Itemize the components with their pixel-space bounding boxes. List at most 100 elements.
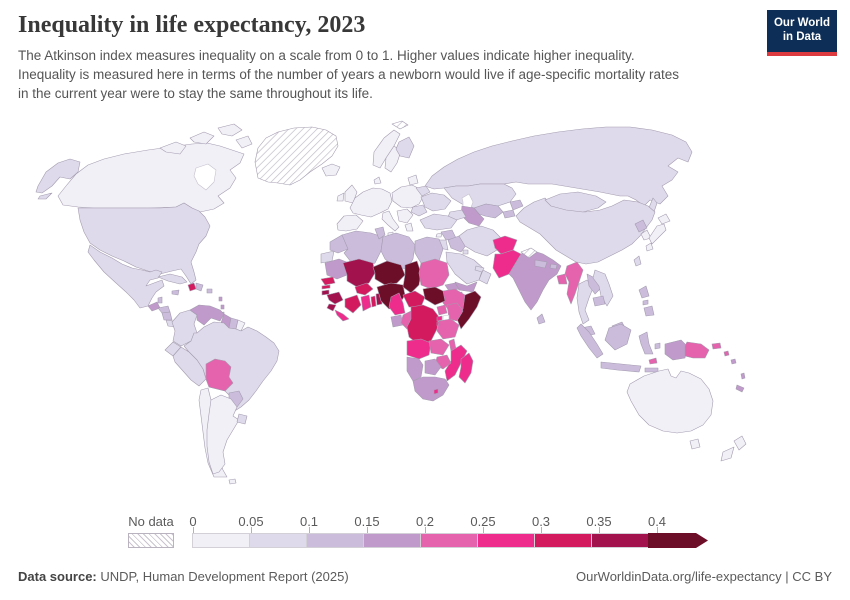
country-canada-island[interactable] <box>235 135 253 149</box>
country-canada[interactable] <box>57 142 245 213</box>
country-denmark[interactable] <box>373 176 382 185</box>
country-alaska-aleutians[interactable] <box>37 192 53 200</box>
country-ukraine[interactable] <box>420 192 452 212</box>
country-myanmar[interactable] <box>564 261 584 305</box>
country-vanuatu[interactable] <box>740 372 746 380</box>
region-baltics[interactable] <box>407 174 419 186</box>
country-iran[interactable] <box>458 225 502 257</box>
country-cameroon[interactable] <box>388 292 406 316</box>
country-haiti[interactable] <box>187 282 197 292</box>
region-uae-qatar[interactable] <box>474 265 485 273</box>
country-new-zealand[interactable] <box>733 435 747 451</box>
country-north-korea[interactable] <box>634 219 648 233</box>
region-balkans[interactable] <box>396 208 414 224</box>
country-vietnam[interactable] <box>592 269 614 307</box>
country-south-sudan[interactable] <box>422 286 446 306</box>
country-philippines[interactable] <box>643 305 655 317</box>
country-bolivia[interactable] <box>205 358 234 392</box>
legend-segment-0.3-0.35[interactable] <box>534 533 592 548</box>
country-ireland[interactable] <box>336 192 345 202</box>
country-niger[interactable] <box>372 260 406 286</box>
country-cambodia[interactable] <box>592 295 606 307</box>
country-gambia[interactable] <box>321 284 331 290</box>
territory-new-caledonia[interactable] <box>735 384 745 393</box>
country-indonesia-papua[interactable] <box>664 339 688 361</box>
owid-logo[interactable]: Our World in Data <box>767 10 837 56</box>
country-namibia[interactable] <box>406 356 424 382</box>
country-png-bougainville[interactable] <box>723 350 730 357</box>
legend-segment-0.2-0.25[interactable] <box>420 533 478 548</box>
country-taiwan[interactable] <box>633 255 642 267</box>
country-south-africa[interactable] <box>412 376 450 402</box>
country-indonesia-java[interactable] <box>600 361 642 373</box>
legend-segment-0.4+[interactable] <box>648 533 708 548</box>
country-senegal[interactable] <box>320 276 336 286</box>
country-kyrgyzstan[interactable] <box>509 199 524 211</box>
country-drc[interactable] <box>406 304 440 346</box>
country-japan[interactable] <box>648 223 667 245</box>
region-western-europe[interactable] <box>349 187 393 218</box>
country-indonesia-lesser-sunda[interactable] <box>644 367 659 373</box>
legend-segment-0.35-0.4[interactable] <box>591 533 649 548</box>
country-lesotho[interactable] <box>433 388 439 395</box>
country-turkey[interactable] <box>419 213 458 231</box>
country-solomon-islands[interactable] <box>730 358 737 365</box>
country-tanzania[interactable] <box>436 318 460 340</box>
country-indonesia-sumatra[interactable] <box>576 323 604 359</box>
legend-segment-0-0.05[interactable] <box>192 533 250 548</box>
country-finland[interactable] <box>395 136 415 159</box>
country-zambia[interactable] <box>428 338 450 356</box>
country-uganda[interactable] <box>436 304 448 316</box>
country-ghana[interactable] <box>360 294 372 312</box>
country-madagascar[interactable] <box>458 352 474 384</box>
region-central-europe[interactable] <box>391 184 424 209</box>
country-belarus[interactable] <box>415 185 431 197</box>
legend-segment-0.25-0.3[interactable] <box>477 533 535 548</box>
country-cuba[interactable] <box>157 273 188 285</box>
country-usa[interactable] <box>77 202 211 285</box>
country-togo[interactable] <box>370 295 377 308</box>
country-mongolia[interactable] <box>544 191 607 213</box>
country-belize[interactable] <box>157 296 163 304</box>
region-iberia[interactable] <box>336 214 364 232</box>
country-tunisia[interactable] <box>374 226 386 240</box>
country-lesser-antilles[interactable] <box>218 296 223 302</box>
country-venezuela[interactable] <box>189 304 225 326</box>
legend-segment-0.15-0.2[interactable] <box>363 533 421 548</box>
country-uruguay[interactable] <box>236 413 248 425</box>
country-canada-island[interactable] <box>217 123 243 137</box>
country-kuwait[interactable] <box>462 249 469 255</box>
country-sweden[interactable] <box>384 145 402 173</box>
country-cote-divoire[interactable] <box>344 294 362 314</box>
country-dominican-republic[interactable] <box>195 282 204 292</box>
country-guinea-bissau[interactable] <box>321 289 330 296</box>
country-mali[interactable] <box>342 258 376 288</box>
country-lesser-antilles[interactable] <box>220 304 225 310</box>
country-russia[interactable] <box>424 126 693 207</box>
country-australia-tasmania[interactable] <box>689 438 701 450</box>
country-indonesia-moluccas[interactable] <box>654 342 661 350</box>
country-tajikistan[interactable] <box>502 209 516 219</box>
country-central-african-republic[interactable] <box>402 290 426 308</box>
country-philippines[interactable] <box>642 299 649 306</box>
country-argentina[interactable] <box>206 394 240 475</box>
country-timor-leste[interactable] <box>648 357 658 365</box>
country-indonesia-sulawesi[interactable] <box>638 331 654 355</box>
footer-license-link[interactable]: OurWorldinData.org/life-expectancy | CC … <box>575 569 832 584</box>
country-botswana[interactable] <box>424 358 442 376</box>
country-united-kingdom[interactable] <box>344 184 358 204</box>
country-bangladesh[interactable] <box>556 273 568 285</box>
country-japan[interactable] <box>645 242 654 252</box>
country-chad[interactable] <box>402 260 422 294</box>
country-japan[interactable] <box>657 213 671 225</box>
legend-segment-0.05-0.1[interactable] <box>249 533 307 548</box>
country-angola[interactable] <box>406 338 432 360</box>
country-jamaica[interactable] <box>171 289 180 296</box>
country-greenland[interactable] <box>254 126 339 186</box>
country-kazakhstan[interactable] <box>443 183 517 209</box>
country-canada-island[interactable] <box>189 131 215 145</box>
country-sudan[interactable] <box>418 258 450 290</box>
country-png-new-britain[interactable] <box>711 342 722 350</box>
country-nepal[interactable] <box>534 259 548 269</box>
country-romania[interactable] <box>410 204 428 217</box>
